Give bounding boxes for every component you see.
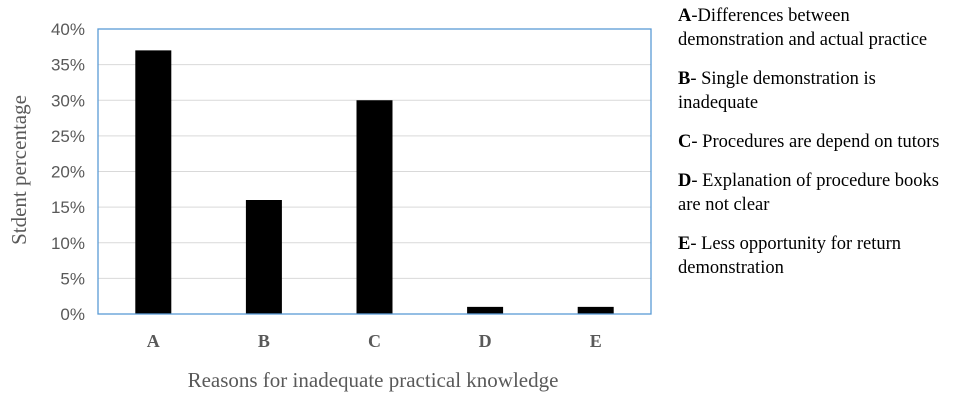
category-legend: A-Differences between demonstration and … [678, 4, 959, 295]
bar-e [577, 306, 614, 314]
y-tick-label: 40% [51, 20, 85, 39]
y-tick-label: 5% [60, 269, 85, 288]
x-tick-label: A [147, 331, 160, 351]
legend-item-c: C- Procedures are depend on tutors [678, 130, 959, 154]
x-axis-categories: A B C D E [147, 331, 602, 351]
legend-key: C [678, 132, 692, 152]
y-tick-label: 30% [51, 91, 85, 110]
y-tick-label: 35% [51, 56, 85, 75]
bar-d [467, 306, 504, 314]
x-tick-label: B [258, 331, 270, 351]
bar-c [356, 100, 393, 314]
bar-chart: 0% 5% 10% 15% 20% 25% 30% 35% 40% A B C D E Stdent p… [7, 20, 652, 392]
legend-text: - Explanation of procedure books are not… [678, 171, 939, 215]
y-tick-label: 20% [51, 163, 85, 182]
legend-item-d: D- Explanation of procedure books are no… [678, 169, 959, 217]
legend-item-a: A-Differences between demonstration and … [678, 4, 959, 52]
y-axis-title: Stdent percentage [7, 95, 31, 245]
legend-text: -Differences between demonstration and a… [678, 6, 928, 50]
legend-key: B [678, 69, 691, 89]
bars [135, 50, 614, 314]
legend-text: - Less opportunity for return demonstrat… [678, 234, 901, 278]
bar-a [135, 50, 172, 314]
legend-key: A [678, 6, 692, 26]
bar-b [245, 200, 282, 314]
y-tick-label: 25% [51, 127, 85, 146]
legend-key: E [678, 234, 691, 254]
y-axis-ticks: 0% 5% 10% 15% 20% 25% 30% 35% 40% [51, 20, 85, 324]
x-tick-label: E [590, 331, 602, 351]
y-tick-label: 15% [51, 198, 85, 217]
x-axis-title: Reasons for inadequate practical knowled… [188, 368, 559, 392]
legend-item-b: B- Single demonstration is inadequate [678, 67, 959, 115]
y-tick-label: 0% [60, 305, 85, 324]
y-tick-label: 10% [51, 234, 85, 253]
plot-area-border [97, 28, 652, 315]
legend-text: - Procedures are depend on tutors [691, 132, 940, 152]
x-tick-label: C [368, 331, 381, 351]
legend-item-e: E- Less opportunity for return demonstra… [678, 232, 959, 280]
x-tick-label: D [479, 331, 492, 351]
legend-key: D [678, 171, 692, 191]
legend-text: - Single demonstration is inadequate [678, 69, 876, 113]
